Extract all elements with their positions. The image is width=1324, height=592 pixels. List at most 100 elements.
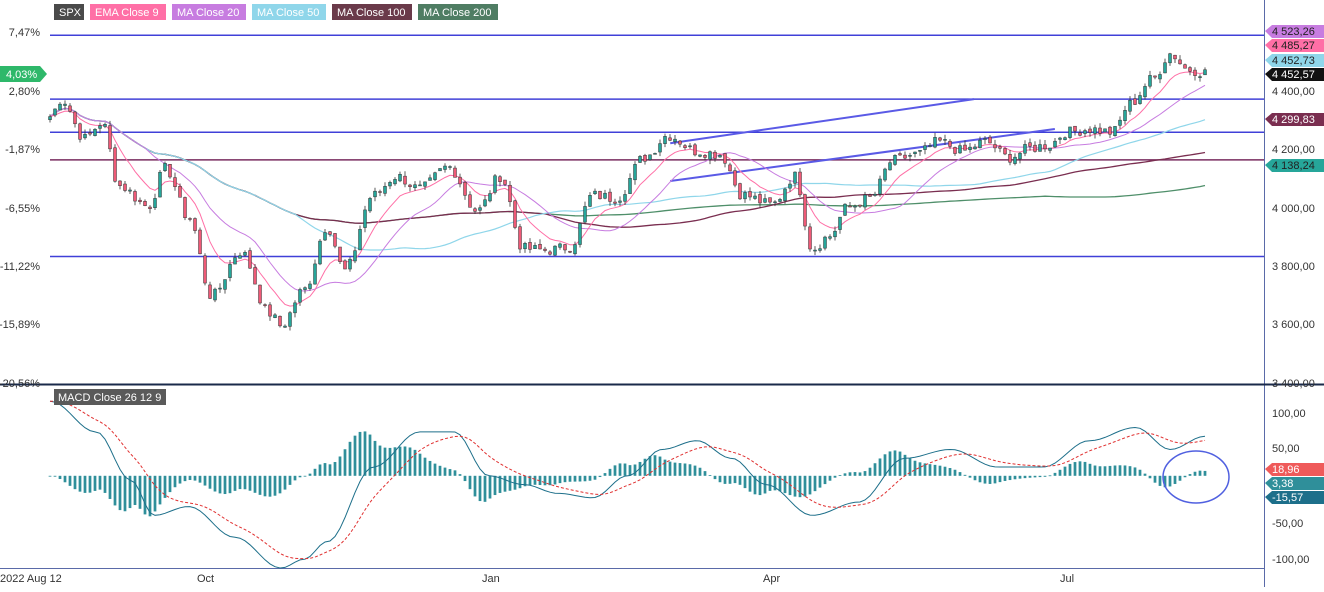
macd-hist-bar [418, 453, 422, 476]
candle-body [288, 312, 292, 327]
candle-body [1128, 99, 1132, 112]
macd-hist-bar [88, 475, 92, 493]
macd-hist-bar [388, 447, 392, 476]
macd-hist-bar [518, 475, 522, 489]
macd-hist-bar [818, 475, 822, 488]
macd-badge-signal: 18,96 [1265, 463, 1324, 476]
candle-body [348, 258, 352, 270]
candle-body [538, 243, 542, 250]
candle-body [278, 315, 282, 327]
candle-body [373, 190, 377, 198]
time-axis: 2022 Aug 12 Oct Jan Apr Jul [0, 573, 1074, 585]
candle-body [793, 171, 797, 184]
pct-tick: -20,56% [0, 378, 40, 390]
candle-body [263, 304, 267, 306]
macd-hist-bar [793, 475, 797, 497]
candle-body [783, 188, 787, 201]
candle-body [1123, 110, 1127, 121]
candle-body [983, 138, 987, 140]
candle-body [583, 206, 587, 223]
candle-body [503, 179, 507, 185]
macd-hist-bar [48, 475, 52, 477]
candle-body [398, 174, 402, 182]
candle-body [1048, 147, 1052, 151]
candle-body [1013, 156, 1017, 164]
candle-body [963, 144, 967, 151]
candle-body [253, 267, 257, 285]
candle-body [363, 209, 367, 228]
macd-hist-bar [698, 467, 702, 476]
legend-ma100[interactable]: MA Close 100 [332, 4, 412, 20]
candle-body [633, 164, 637, 181]
candle-body [938, 137, 942, 141]
macd-hist-bar [593, 475, 597, 480]
macd-hist-bar [1038, 475, 1042, 478]
candle-body [58, 103, 62, 111]
candle-body [533, 245, 537, 249]
candle-body [338, 246, 342, 262]
legend-ma200[interactable]: MA Close 200 [418, 4, 498, 20]
candle-body [853, 205, 857, 208]
macd-hist-bar [598, 475, 602, 478]
svg-text:EMA Close 9: EMA Close 9 [95, 7, 159, 19]
candle-body [933, 137, 937, 148]
macd-hist-bar [353, 435, 357, 476]
svg-text:-15,57: -15,57 [1272, 492, 1303, 504]
macd-hist-bar [583, 475, 587, 482]
macd-line [49, 400, 1206, 569]
candle-body [1158, 74, 1162, 80]
candle-body [1078, 132, 1082, 136]
macd-hist-bar [1198, 470, 1202, 476]
macd-hist-bar [1063, 466, 1067, 476]
candle-body [593, 190, 597, 195]
candle-body [788, 183, 792, 189]
macd-hist-bar [1103, 466, 1107, 476]
svg-text:4 452,57: 4 452,57 [1272, 69, 1315, 81]
price-badge-ma20: 4 523,26 [1265, 25, 1324, 38]
legend-spx[interactable]: SPX [54, 4, 84, 20]
macd-hist-bar [833, 475, 837, 478]
macd-hist-bar [918, 462, 922, 476]
ma50-line [49, 107, 1206, 251]
candle-body [273, 314, 277, 318]
legend-macd[interactable]: MACD Close 26 12 9 [54, 389, 166, 405]
time-label: 2022 Aug 12 [0, 573, 62, 585]
candle-body [88, 132, 92, 135]
candle-body [673, 138, 677, 142]
candle-body [113, 147, 117, 182]
macd-hist-bar [253, 475, 257, 493]
candle-body [848, 205, 852, 208]
legend-ema9[interactable]: EMA Close 9 [90, 4, 166, 20]
candle-body [128, 189, 132, 192]
price-tick: 4 200,00 [1272, 144, 1315, 156]
macd-hist-bar [928, 464, 932, 476]
legend-ma50[interactable]: MA Close 50 [252, 4, 326, 20]
candle-body [513, 200, 517, 228]
macd-hist-bar [228, 475, 232, 494]
macd-hist-bar [263, 475, 267, 497]
time-label: Apr [763, 573, 780, 585]
candle-body [928, 145, 932, 147]
candle-body [68, 105, 72, 112]
candle-body [93, 128, 97, 136]
candle-body [423, 181, 427, 187]
legend-ma20[interactable]: MA Close 20 [172, 4, 246, 20]
macd-hist-bar [308, 473, 312, 476]
macd-hist-bar [1078, 461, 1082, 476]
macd-hist-bar [648, 456, 652, 476]
macd-hist-bar [478, 475, 482, 502]
macd-hist-bar [993, 475, 997, 484]
macd-hist-bar [853, 472, 857, 476]
macd-hist-bar [753, 475, 757, 495]
pct-tick: -1,87% [5, 144, 40, 156]
svg-text:MA Close 50: MA Close 50 [257, 7, 319, 19]
macd-hist-bar [1158, 475, 1162, 486]
macd-hist-bar [473, 475, 477, 497]
candle-body [1118, 119, 1122, 126]
candle-body [558, 243, 562, 248]
candle-body [833, 230, 837, 238]
candle-body [1053, 140, 1057, 148]
macd-hist-bar [198, 475, 202, 483]
candle-body [458, 176, 462, 185]
candle-body [1083, 130, 1087, 134]
